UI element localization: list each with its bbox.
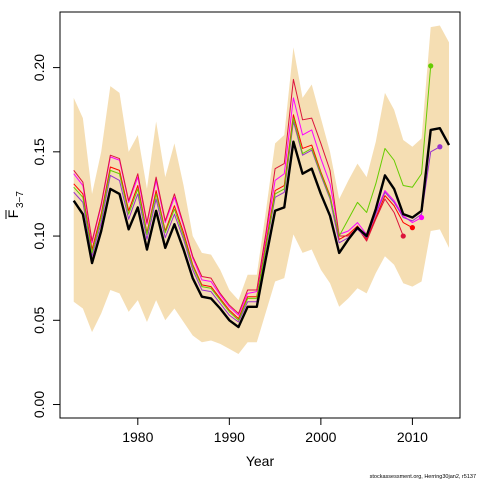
plot-frame	[59, 11, 461, 419]
x-tick-label: 2000	[305, 429, 336, 445]
end-marker-layer	[400, 63, 443, 239]
series-layer	[72, 65, 451, 329]
y-axis-title-subscript: 3−7	[15, 191, 26, 208]
series-line-main	[72, 127, 451, 329]
y-axis-title: F 3−7	[5, 191, 26, 219]
series-end-marker-2	[418, 214, 425, 221]
x-tick-label: 2010	[397, 429, 428, 445]
y-tick-label: 0.15	[31, 138, 47, 165]
series-line-retro-3	[73, 78, 404, 315]
x-axis-title: Year	[246, 453, 275, 469]
series-line-retro-1	[73, 114, 413, 320]
x-tick-label: 1980	[122, 429, 153, 445]
confidence-band-layer	[73, 25, 450, 354]
y-tick-label: 0.00	[31, 391, 47, 418]
series-line-retro-5	[73, 65, 432, 321]
y-tick-label: 0.10	[31, 222, 47, 249]
y-tick-label: 0.05	[31, 306, 47, 333]
series-line-retro-2	[73, 97, 422, 316]
series-end-marker-3	[400, 233, 406, 239]
y-tick-label: 0.20	[31, 54, 47, 81]
x-axis: 1980 1990 2000 2010	[122, 418, 428, 445]
y-axis-title-main: F	[5, 210, 21, 219]
series-end-marker-1	[409, 225, 416, 231]
confidence-band	[73, 25, 450, 354]
y-axis: 0.00 0.05 0.10 0.15 0.20	[31, 54, 60, 418]
series-end-marker-4	[437, 144, 443, 150]
credit-text: stockassessment.org, Herring30jan2, r513…	[370, 474, 476, 480]
series-end-marker-5	[428, 63, 434, 69]
x-tick-label: 1990	[214, 429, 245, 445]
